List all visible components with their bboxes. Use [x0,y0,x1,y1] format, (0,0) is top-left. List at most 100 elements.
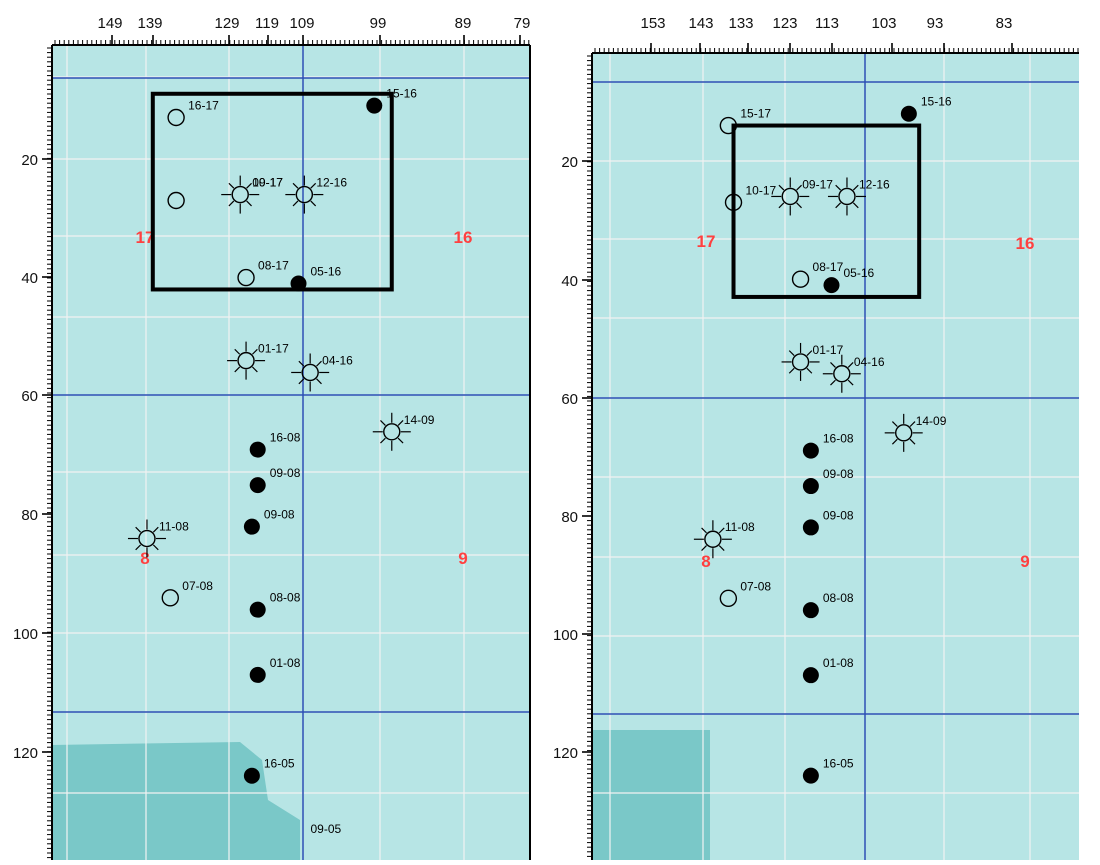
x-tick-label: 79 [514,15,531,32]
starred-well-symbol [704,530,722,548]
well-starred-open[interactable]: 12-16 [827,177,890,216]
well-label-only[interactable]: 09-17 [252,176,283,190]
well-filled[interactable]: 08-08 [249,591,301,618]
well-label: 12-16 [316,176,347,190]
y-tick-label: 60 [561,391,578,408]
well-ray [796,184,802,191]
open-well-symbol [237,268,255,287]
amplitude-field [592,53,1079,860]
starred-well-symbol [838,187,856,206]
well-label: 07-08 [740,579,771,593]
well-label: 01-17 [258,342,289,356]
filled-well-symbol [900,105,917,122]
section-label: 9 [1020,552,1029,571]
well-open[interactable]: 07-08 [161,579,213,607]
well-open[interactable]: 10-17 [724,183,777,212]
well-ray [397,437,404,444]
well-filled[interactable]: 09-08 [249,466,301,494]
well-open[interactable]: 07-08 [719,579,771,608]
well-starred-open[interactable]: 09-17 [771,177,833,216]
well-ray [152,526,159,533]
right-panel: 153 143 133 123 113 103 93 83 20 40 60 80 100 120 17 16… [553,15,1079,860]
x-tick-label: 139 [137,15,162,32]
well-filled[interactable]: 09-08 [802,508,854,536]
x-tick-label: 113 [815,15,839,32]
well-filled[interactable]: 15-16 [366,87,417,114]
low-value-region [592,730,710,860]
filled-well-symbol [802,602,819,619]
filled-well-symbol [243,518,260,535]
y-tick-label: 80 [21,507,38,524]
well-open[interactable]: 08-17 [791,260,844,288]
well-filled[interactable]: 16-08 [249,431,301,458]
well-label: 16-05 [823,757,854,771]
well-filled[interactable]: 01-08 [249,656,301,683]
well-starred-open[interactable]: 04-16 [291,353,353,392]
well-label: 14-09 [916,414,947,428]
well-filled[interactable]: 09-08 [243,508,295,535]
filled-well-symbol [366,97,383,114]
well-ray [234,348,241,355]
well-starred-open[interactable]: 14-09 [884,413,947,452]
well-label: 11-08 [725,520,755,534]
well-starred-open[interactable]: 12-16 [285,175,347,214]
grid [592,53,1079,860]
well-starred-open[interactable]: 01-17 [227,341,289,380]
well-filled[interactable]: 16-05 [243,757,295,784]
x-tick-label: 93 [927,15,944,32]
open-well-symbol [724,193,743,212]
well-label: 09-08 [823,508,854,522]
well-open[interactable]: 15-17 [719,107,771,135]
filled-well-symbol [823,277,840,294]
starred-well-symbol [383,423,401,441]
well-starred-open[interactable]: 11-08 [693,520,755,559]
well-label: 16-08 [270,431,301,445]
well-filled[interactable]: 05-16 [290,265,342,292]
open-well-symbol [791,270,810,288]
section-label: 17 [697,232,716,251]
well-filled[interactable]: 05-16 [823,266,875,294]
section-label: 16 [454,228,473,247]
well-starred-open[interactable]: 01-17 [781,342,844,381]
y-tick-label: 120 [553,745,578,762]
well-starred-open[interactable]: 10-17 [221,175,283,214]
well-label: 01-08 [270,656,301,670]
well-filled[interactable]: 15-16 [900,95,952,122]
well-ray [152,544,159,551]
well-filled[interactable]: 08-08 [802,591,854,619]
amplitude-field [52,45,530,860]
well-label: 01-17 [813,343,844,357]
well-filled[interactable]: 01-08 [802,656,854,684]
well-open[interactable] [167,191,185,210]
well-filled[interactable]: 16-05 [802,757,854,784]
y-tick-label: 120 [13,745,38,762]
well-ray [778,184,785,191]
filled-well-symbol [243,767,260,784]
well-starred-open[interactable]: 14-09 [372,412,435,451]
wells: 15-16 15-17 10-17 09-17 12-16 08-17 05-16 01-17… [693,95,952,784]
well-label: 09-17 [252,176,283,190]
well-ray [292,200,299,207]
well-label-only[interactable]: 09-05 [311,822,342,836]
well-starred-open[interactable]: 11-08 [127,519,189,558]
x-tick-label: 153 [640,15,665,32]
x-tick-label: 103 [871,15,896,32]
well-ray [234,366,241,373]
well-label: 10-17 [746,183,777,197]
well-open[interactable]: 08-17 [237,259,289,287]
well-ray [292,182,299,189]
well-filled[interactable]: 16-08 [802,432,854,459]
well-ray [830,379,836,386]
well-starred-open[interactable]: 04-16 [822,354,885,393]
filled-well-symbol [249,601,266,618]
well-label: 15-17 [740,107,771,121]
filled-well-symbol [802,667,819,684]
well-ray [891,421,898,427]
filled-well-symbol [249,477,266,494]
well-filled[interactable]: 09-08 [802,467,854,495]
x-tick-label: 83 [996,15,1013,32]
starred-well-symbol [895,424,913,442]
well-label: 16-08 [823,432,854,446]
well-ray [835,202,842,209]
well-open[interactable]: 16-17 [167,98,219,127]
